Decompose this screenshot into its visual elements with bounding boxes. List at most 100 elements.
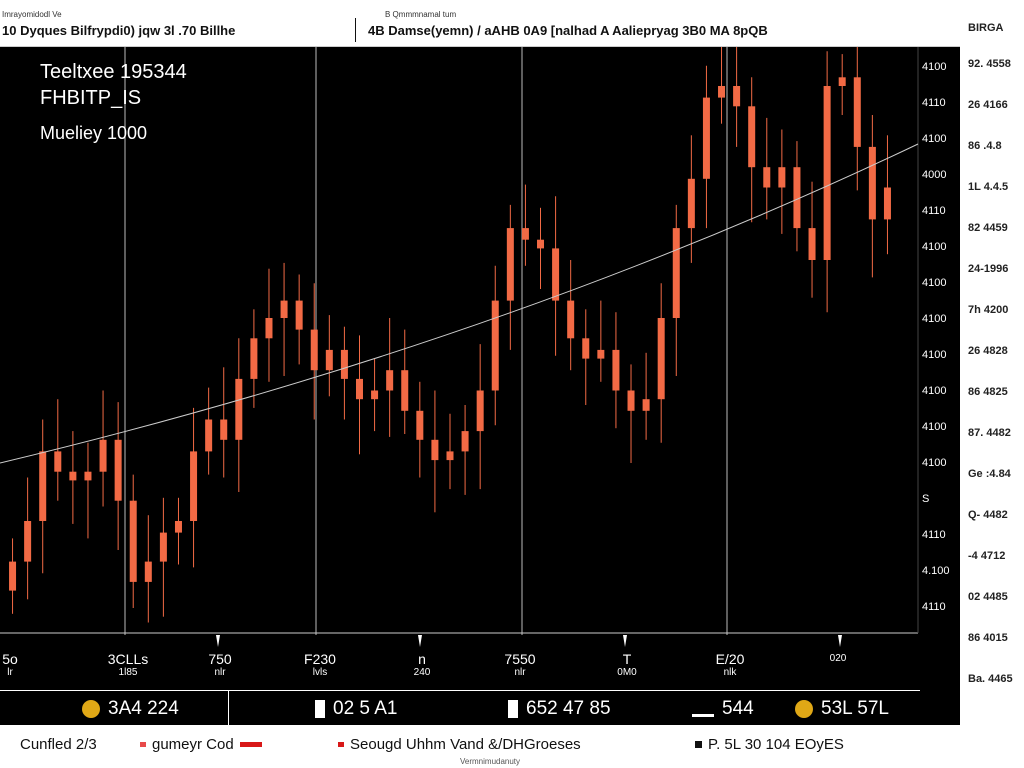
candle-body[interactable] [54,451,62,472]
x-tick-bottom: lvls [312,667,328,678]
candle-body[interactable] [280,300,288,318]
legend-item: gumeyr Cod [140,736,262,753]
candle-body[interactable] [476,390,484,432]
candle-body[interactable] [114,439,122,501]
candle-body[interactable] [431,439,439,461]
candle-body[interactable] [567,300,575,339]
x-tick-label: E/20 nlk [700,652,760,680]
candle-body[interactable] [416,410,424,440]
candle-body[interactable] [718,86,726,98]
candle-body[interactable] [340,349,348,379]
x-tick-label: 3CLLs 1l85 [98,652,158,680]
info-line-3: Mueliey 1000 [40,123,148,143]
candle-body[interactable] [537,239,545,249]
header-center-title: 4B Damse(yemn) / aAHB 0A9 [nalhad A Aali… [368,23,768,38]
legend-swatch [239,742,262,747]
x-tick-bottom: 0M0 [617,667,637,678]
candle-body[interactable] [401,370,409,411]
value-readout: 544 [692,698,754,720]
y-tick-label: 4110 [922,205,946,217]
candle-body[interactable] [446,451,454,461]
candle-body[interactable] [612,349,620,391]
x-tick-label: 5o lr [0,652,40,680]
candle-body[interactable] [642,399,650,411]
header: Imrayomidodl Ve 10 Dyques Bilfrypdi0) jq… [0,0,960,47]
candle-body[interactable] [144,561,152,582]
candle-body[interactable] [521,228,529,240]
candle-body[interactable] [159,532,167,562]
candle-body[interactable] [386,370,394,391]
price-label: Ba. 4465 [968,673,1013,685]
candle-body[interactable] [506,228,514,301]
y-tick-label: S [922,493,930,505]
x-tick-bottom: lr [7,667,13,678]
legend-swatch [695,741,702,748]
dash-icon [692,713,714,717]
candle-body[interactable] [129,500,137,582]
candle-body[interactable] [597,349,605,359]
candle-body[interactable] [763,167,771,188]
candle-body[interactable] [657,318,665,400]
candle-body[interactable] [733,86,741,107]
info-line-1: Teeltxee 195344 [40,61,187,83]
candle-body[interactable] [295,300,303,330]
chart-area[interactable]: Teeltxee 195344 FHBITP_IS Mueliey 1000 4… [0,47,960,726]
info-line-2: FHBITP_IS [40,87,142,109]
candle-body[interactable] [748,106,756,168]
x-tick-marker [623,635,627,647]
y-tick-label: 4110 [922,97,946,109]
candle-body[interactable] [868,146,876,220]
candle-body[interactable] [823,86,831,260]
candle-body[interactable] [250,338,258,379]
candle-body[interactable] [838,77,846,86]
candle-body[interactable] [793,167,801,229]
candle-body[interactable] [69,471,77,481]
candle-body[interactable] [371,390,379,400]
candle-body[interactable] [355,378,363,400]
y-tick-label: 4100 [922,457,947,469]
value-text: 3A4 224 [108,698,179,719]
legend-item: Cunfled 2/3 [20,736,97,753]
header-center-subtitle: B Qmmmnamal tum [385,10,457,19]
candle-body[interactable] [461,431,469,452]
candle-body[interactable] [883,187,891,220]
x-tick-bottom: 240 [413,667,431,678]
candle-body[interactable] [190,451,198,521]
legend-swatch [338,742,344,747]
candle-body[interactable] [24,521,32,562]
candle-body[interactable] [99,439,107,472]
candle-body[interactable] [265,318,273,339]
candle-body[interactable] [325,349,333,371]
x-tick-label: T 0M0 [597,652,657,680]
candle-body[interactable] [672,228,680,318]
candle-body[interactable] [220,419,228,440]
candle-body[interactable] [687,178,695,229]
y-tick-label: 4.100 [922,565,950,577]
square-icon [315,700,325,718]
legend-item: Seougd Uhhm Vand &/DHGroeses [338,736,581,753]
y-tick-label: 4110 [922,529,946,541]
x-tick-label: F230 lvls [290,652,350,680]
candle-body[interactable] [552,248,560,301]
price-label: BIRGA [968,22,1004,34]
candle-body[interactable] [582,338,590,359]
header-divider [355,18,356,42]
candle-body[interactable] [84,471,92,481]
candle-body[interactable] [235,378,243,440]
candle-body[interactable] [174,521,182,533]
y-tick-label: 4000 [922,169,947,181]
candlestick-chart[interactable] [0,47,960,647]
candle-body[interactable] [627,390,635,411]
candle-body[interactable] [702,97,710,179]
candle-body[interactable] [778,167,786,188]
candle-body[interactable] [808,228,816,260]
candle-body[interactable] [491,300,499,391]
candle-body[interactable] [9,561,17,591]
candle-body[interactable] [310,329,318,371]
legend-label: Seougd Uhhm Vand &/DHGroeses [350,736,581,753]
value-bar: 3A4 224 02 5 A1 652 47 85 544 53L 57L [0,690,920,726]
dot-icon [82,700,100,718]
candle-body[interactable] [39,451,47,521]
candle-body[interactable] [205,419,213,452]
candle-body[interactable] [853,77,861,147]
